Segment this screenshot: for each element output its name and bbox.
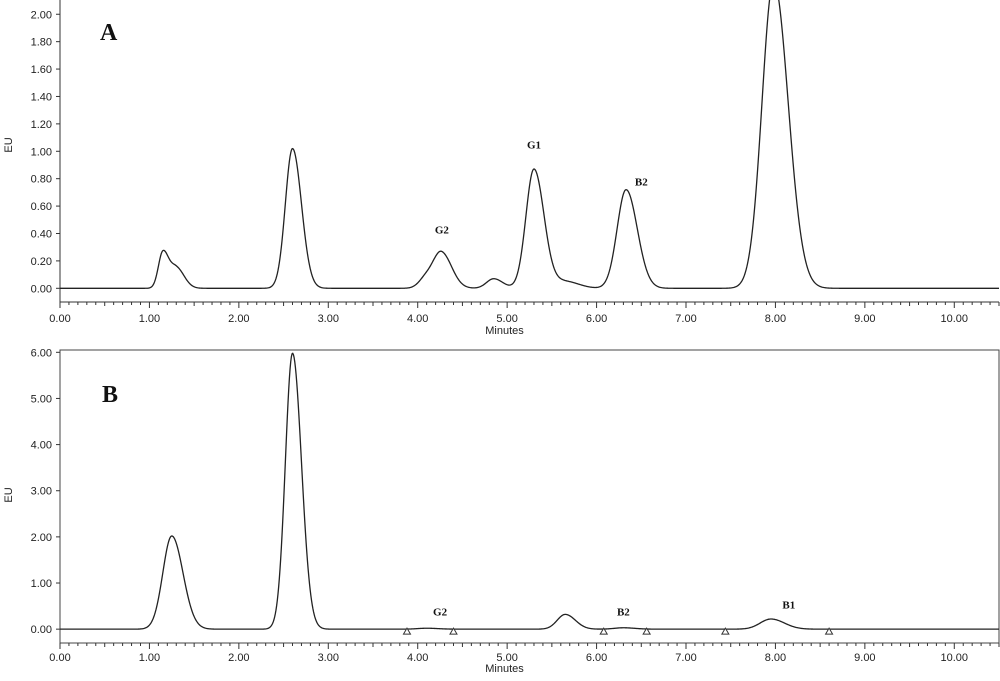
panel-a-x-axis-title: Minutes bbox=[485, 325, 524, 337]
panel-b-x-tick-label: 7.00 bbox=[675, 652, 696, 664]
panel-b-x-tick-label: 10.00 bbox=[941, 652, 969, 664]
panel-a-y-tick-label: 1.40 bbox=[31, 91, 52, 103]
panel-a-y-axis-title: EU bbox=[3, 137, 15, 152]
panel-b-x-tick-label: 9.00 bbox=[854, 652, 875, 664]
panel-a-y-tick-label: 0.80 bbox=[31, 174, 52, 186]
panel-a-x-tick-label: 4.00 bbox=[407, 313, 428, 325]
panel-b-peak-marker bbox=[449, 627, 458, 635]
panel-a-x-tick-label: 1.00 bbox=[139, 313, 160, 325]
panel-b-letter: B bbox=[102, 382, 118, 408]
panel-b-peak-marker bbox=[402, 627, 412, 635]
panel-b-x-tick-label: 2.00 bbox=[228, 652, 249, 664]
panel-a-x-tick-label: 6.00 bbox=[586, 313, 607, 325]
panel-b-y-tick-label: 2.00 bbox=[31, 532, 52, 544]
panel-a-x-tick-label: 5.00 bbox=[496, 313, 517, 325]
panel-b-y-axis-title: EU bbox=[3, 487, 15, 502]
panel-a-y-tick-label: 1.00 bbox=[31, 146, 52, 158]
panel-b-y-tick-label: 5.00 bbox=[31, 393, 52, 405]
panel-b-peak-marker bbox=[720, 627, 730, 635]
panel-a-y-tick-label: 0.00 bbox=[31, 283, 52, 295]
panel-a-y-tick-label: 0.40 bbox=[31, 228, 52, 240]
panel-b-x-tick-label: 1.00 bbox=[139, 652, 160, 664]
panel-b-plot-frame bbox=[59, 349, 1000, 644]
panel-a-peak-label-b2: B2 bbox=[635, 177, 648, 189]
panel-a-peak-label-g2: G2 bbox=[435, 224, 450, 236]
panel-b-x-tick-label: 0.00 bbox=[49, 652, 70, 664]
panel-b-y-tick-label: 6.00 bbox=[31, 347, 52, 359]
panel-b: 0.00 1.00 2.00 3.00 4.00 5.00 6.00 0.00 1.00 2.00… bbox=[3, 347, 1000, 675]
panel-b-peak-label-g2: G2 bbox=[433, 606, 448, 618]
panel-b-peak-label-b2: B2 bbox=[617, 606, 630, 618]
panel-b-peak-label-b1: B1 bbox=[782, 599, 795, 611]
panel-a-chromatogram-trace bbox=[60, 0, 999, 289]
panel-a: 0.00 0.20 0.40 0.60 0.80 1.00 1.20 1.40 1.60 1.80… bbox=[3, 0, 1000, 337]
panel-a-y-tick-label: 1.60 bbox=[31, 64, 52, 76]
panel-a-y-tick-label: 0.20 bbox=[31, 256, 52, 268]
panel-a-y-tick-label: 1.20 bbox=[31, 119, 52, 131]
panel-b-y-tick-label: 4.00 bbox=[31, 440, 52, 452]
panel-a-x-tick-label: 8.00 bbox=[765, 313, 786, 325]
panel-a-x-tick-label: 10.00 bbox=[941, 313, 969, 325]
panel-a-x-tick-label: 0.00 bbox=[49, 313, 70, 325]
panel-a-x-tick-label: 9.00 bbox=[854, 313, 875, 325]
panel-b-peak-marker bbox=[599, 627, 609, 635]
panel-a-y-tick-label: 2.00 bbox=[31, 9, 52, 21]
panel-a-x-tick-label: 3.00 bbox=[318, 313, 339, 325]
panel-b-y-tick-label: 1.00 bbox=[31, 578, 52, 590]
panel-b-x-tick-label: 8.00 bbox=[765, 652, 786, 664]
panel-a-y-tick-label: 1.80 bbox=[31, 37, 52, 49]
panel-a-letter: A bbox=[100, 20, 118, 46]
panel-a-peak-label-g1: G1 bbox=[527, 140, 541, 152]
panel-b-x-tick-label: 3.00 bbox=[318, 652, 339, 664]
panel-b-x-tick-label: 4.00 bbox=[407, 652, 428, 664]
panel-b-x-axis-title: Minutes bbox=[485, 663, 524, 675]
panel-b-x-tick-label: 6.00 bbox=[586, 652, 607, 664]
panel-a-x-tick-label: 7.00 bbox=[675, 313, 696, 325]
panel-a-x-tick-label: 2.00 bbox=[228, 313, 249, 325]
panel-a-y-tick-label: 0.60 bbox=[31, 201, 52, 213]
panel-b-x-tick-label: 5.00 bbox=[496, 652, 517, 664]
panel-b-y-tick-label: 3.00 bbox=[31, 486, 52, 498]
panel-b-chromatogram-trace bbox=[60, 352, 999, 630]
panel-b-y-tick-label: 0.00 bbox=[31, 624, 52, 636]
panel-b-peak-marker bbox=[824, 627, 834, 635]
panel-b-peak-marker bbox=[642, 627, 652, 635]
